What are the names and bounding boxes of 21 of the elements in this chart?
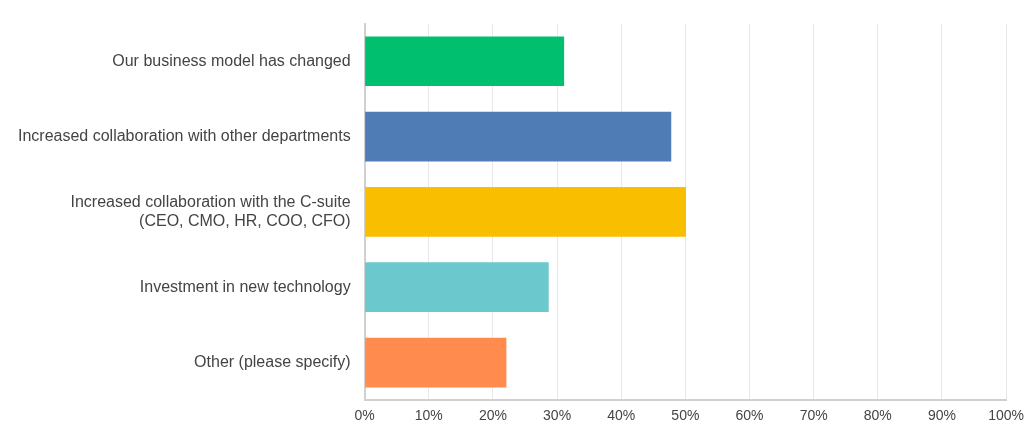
x-tick-label: 90% — [927, 407, 956, 424]
bar — [365, 337, 507, 388]
bar — [365, 36, 565, 87]
x-tick-label: 0% — [354, 407, 375, 424]
x-tick-label: 40% — [607, 407, 636, 424]
x-tick-label: 70% — [799, 407, 828, 424]
bar — [365, 111, 672, 162]
x-tick-label: 100% — [988, 407, 1024, 424]
y-tick-label: Increased collaboration with the C-suite (CEO, CMO, HR, COO, CFO) — [70, 192, 351, 229]
x-tick-label: 30% — [543, 407, 572, 424]
x-tick-label: 20% — [478, 407, 507, 424]
x-tick-label: 80% — [863, 407, 892, 424]
bar — [365, 187, 687, 237]
x-tick-label: 10% — [414, 407, 443, 424]
x-tick-label: 50% — [671, 407, 700, 424]
y-tick-label: Other (please specify) — [194, 352, 351, 370]
x-tick-label: 60% — [735, 407, 764, 424]
y-tick-label: Investment in new technology — [139, 277, 351, 295]
y-tick-label: Our business model has changed — [112, 51, 351, 69]
y-tick-label: Increased collaboration with other departments — [17, 126, 351, 144]
bar — [365, 262, 549, 313]
